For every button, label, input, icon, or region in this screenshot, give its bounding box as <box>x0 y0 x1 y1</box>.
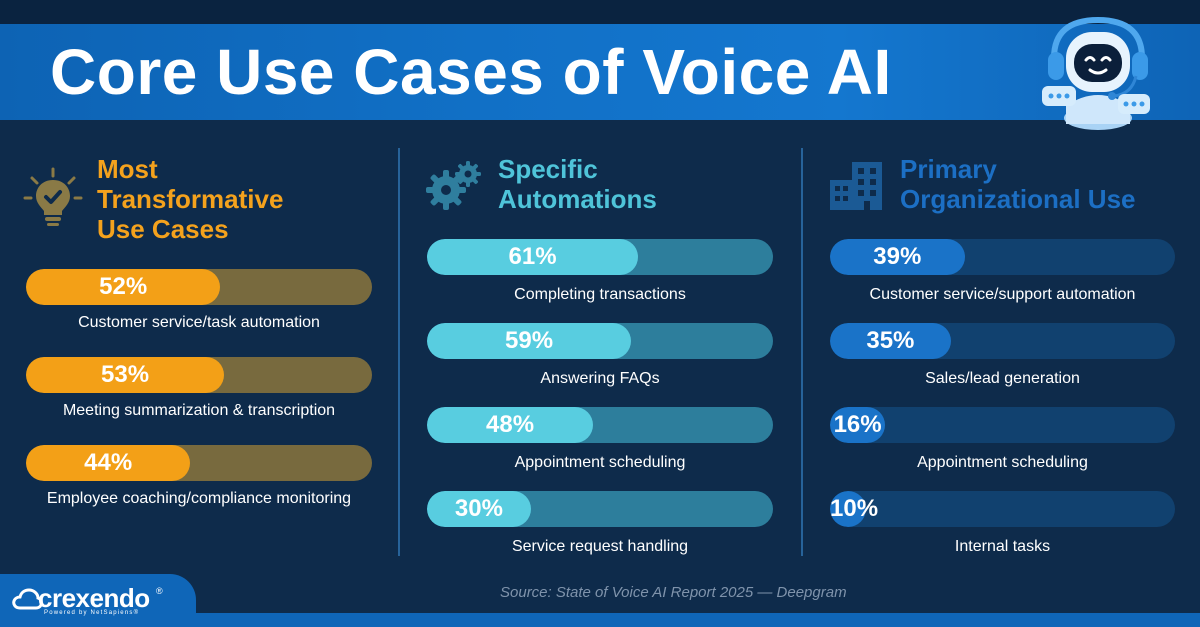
source-note: Source: State of Voice AI Report 2025 — … <box>500 584 847 601</box>
column-heading-automations: Specific Automations <box>498 154 657 214</box>
column-divider <box>801 148 803 556</box>
bar-value-label: 48% <box>486 411 535 438</box>
building-icon <box>830 162 882 210</box>
bar-category-label: Internal tasks <box>954 538 1051 555</box>
bar-track: 39% <box>830 239 1175 275</box>
logo-tab <box>0 574 196 627</box>
title-band <box>0 24 1200 120</box>
bar-category-label: Customer service/support automation <box>869 286 1136 303</box>
bar-fill <box>427 323 632 359</box>
brand-tagline: Powered by NetSapiens® <box>44 610 140 616</box>
robot-headset-icon <box>1042 16 1150 130</box>
brand-logo: crexendo <box>38 583 150 613</box>
bar-track: 61% <box>427 239 773 275</box>
bar-fill <box>26 269 221 305</box>
bar-category-label: Customer service/task automation <box>78 314 320 331</box>
heading-line: Most <box>97 154 158 184</box>
bar-track: 53% <box>26 357 372 393</box>
bar-fill <box>830 323 951 359</box>
heading-line: Specific <box>498 154 598 184</box>
lightbulb-check-icon <box>23 167 83 226</box>
bar-value-label: 61% <box>508 243 557 270</box>
bar-value-label: 39% <box>873 243 922 270</box>
bar-fill <box>427 239 639 275</box>
heading-line: Organizational Use <box>900 184 1136 214</box>
bar-track: 30% <box>427 491 773 527</box>
bar-track: 52% <box>26 269 372 305</box>
bar-category-label: Service request handling <box>511 538 689 555</box>
gears-icon <box>426 161 481 210</box>
bar-track: 10% <box>830 491 1175 527</box>
bar-track: 59% <box>427 323 773 359</box>
bar-fill <box>26 357 225 393</box>
bar-category-label: Completing transactions <box>514 286 686 303</box>
bar-fill <box>830 407 886 443</box>
bar-category-label: Answering FAQs <box>540 370 660 387</box>
bar-value-label: 30% <box>454 495 503 522</box>
bar-category-label: Sales/lead generation <box>925 370 1080 387</box>
bar-value-label: 52% <box>99 273 148 300</box>
bar-category-label: Meeting summarization & transcription <box>62 402 336 419</box>
heading-line: Transformative <box>97 184 284 214</box>
page-title: Core Use Cases of Voice AI <box>50 36 892 108</box>
bar-value-label: 16% <box>833 411 882 438</box>
bar-category-label: Appointment scheduling <box>514 454 686 471</box>
bar-value-label: 59% <box>505 327 554 354</box>
bar-fill <box>830 239 965 275</box>
bar-fill <box>427 491 531 527</box>
bar-fill <box>26 445 191 481</box>
bar-track: 48% <box>427 407 773 443</box>
bar-fill <box>830 491 866 527</box>
bar-value-label: 44% <box>84 449 133 476</box>
top-strip <box>0 0 1200 24</box>
bar-track: 44% <box>26 445 372 481</box>
heading-line: Use Cases <box>97 214 229 244</box>
bar-track: 35% <box>830 323 1175 359</box>
heading-line: Primary <box>900 154 997 184</box>
bar-category-label: Employee coaching/compliance monitoring <box>46 490 352 507</box>
bar-track: 16% <box>830 407 1175 443</box>
cloud-logo-icon <box>12 588 42 610</box>
bottom-strip <box>0 613 1200 627</box>
column-heading-organizational: Primary Organizational Use <box>900 154 1136 214</box>
bar-value-label: 53% <box>101 361 150 388</box>
heading-line: Automations <box>498 184 657 214</box>
brand-registered-mark: ® <box>156 586 163 596</box>
bar-fill <box>427 407 594 443</box>
column-heading-transformative: Most Transformative Use Cases <box>97 154 283 244</box>
bar-value-label: 10% <box>830 495 879 522</box>
column-divider <box>398 148 400 556</box>
bar-value-label: 35% <box>866 327 915 354</box>
bar-category-label: Appointment scheduling <box>917 454 1088 471</box>
